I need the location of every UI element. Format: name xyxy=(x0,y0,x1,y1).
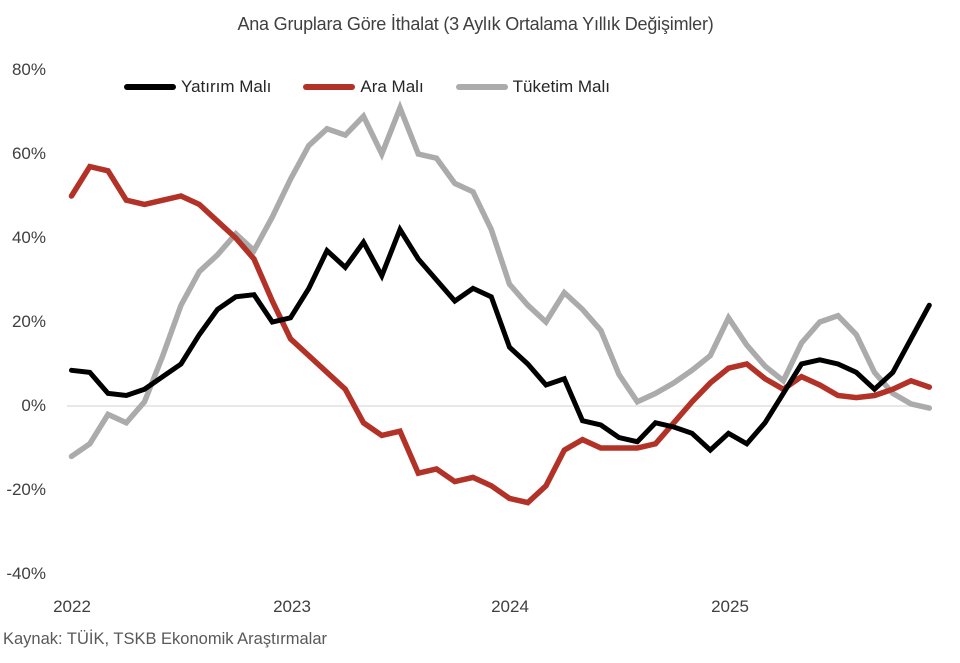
y-tick-neg20: -20% xyxy=(6,480,46,499)
tuketim-mali-line xyxy=(68,100,933,460)
yatirim-mali-swatch-icon xyxy=(124,84,176,90)
y-tick-60: 60% xyxy=(11,144,46,163)
source-note: Kaynak: TÜİK, TSKB Ekonomik Araştırmalar xyxy=(3,630,328,648)
y-tick-40: 40% xyxy=(11,228,46,247)
chart-legend: Yatırım Malı Ara Malı Tüketim Malı xyxy=(124,74,642,100)
x-tick-2022: 2022 xyxy=(53,597,91,616)
yatirim-mali-line xyxy=(69,224,932,454)
x-tick-2024: 2024 xyxy=(491,597,529,616)
y-tick-neg40: -40% xyxy=(6,564,46,583)
y-tick-0: 0% xyxy=(21,396,46,415)
x-tick-2023: 2023 xyxy=(273,597,311,616)
chart-title: Ana Gruplara Göre İthalat (3 Aylık Ortal… xyxy=(237,14,714,34)
legend-item-yatirim-mali: Yatırım Malı xyxy=(124,77,271,97)
y-tick-80: 80% xyxy=(11,60,46,79)
ara-mali-line xyxy=(68,163,933,506)
legend-label-ara-mali: Ara Malı xyxy=(360,77,424,96)
legend-label-tuketim-mali: Tüketim Malı xyxy=(512,77,610,96)
legend-item-tuketim-mali: Tüketim Malı xyxy=(455,77,610,97)
legend-item-ara-mali: Ara Malı xyxy=(303,77,424,97)
tuketim-mali-swatch-icon xyxy=(455,84,508,90)
x-tick-2025: 2025 xyxy=(711,597,749,616)
legend-label-yatirim-mali: Yatırım Malı xyxy=(181,77,272,96)
y-tick-20: 20% xyxy=(11,312,46,331)
ara-mali-swatch-icon xyxy=(303,84,356,90)
